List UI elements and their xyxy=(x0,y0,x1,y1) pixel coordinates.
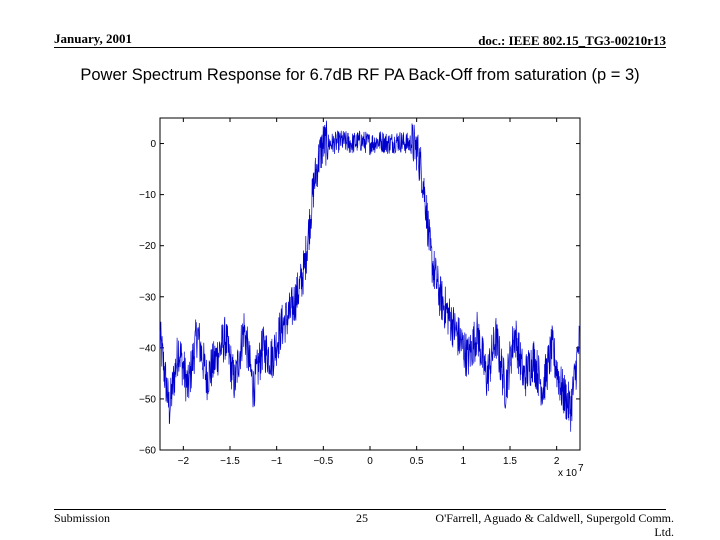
x-tick-label: 0.5 xyxy=(410,456,424,467)
x-tick-label: −2 xyxy=(178,456,190,467)
spectrum-chart: 0 −10 −20 −30 −40 −50 −60 −2 −1.5 −1 −0.5 0 0.5 1 1.5 2… xyxy=(120,104,590,484)
y-tick-label: −20 xyxy=(139,241,156,252)
x-multiplier-label: x 10 xyxy=(558,468,577,479)
spectrum-line xyxy=(159,120,581,432)
y-tick-label: −60 xyxy=(139,446,156,457)
x-tick-label: 2 xyxy=(554,456,560,467)
footer-page-number: 25 xyxy=(356,511,368,525)
y-tick-label: −40 xyxy=(139,343,156,354)
x-multiplier-exponent: 7 xyxy=(578,463,584,474)
header-date: January, 2001 xyxy=(54,31,133,46)
x-tick-label: −0.5 xyxy=(313,456,333,467)
header-rule xyxy=(54,47,666,48)
x-tick-label: −1.5 xyxy=(220,456,240,467)
slide-title: Power Spectrum Response for 6.7dB RF PA … xyxy=(80,66,640,84)
plot-frame xyxy=(159,117,581,451)
footer-authors: O'Farrell, Aguado & Caldwell, Supergold … xyxy=(435,511,674,539)
x-tick-label: 1 xyxy=(461,456,467,467)
y-tick-label: −30 xyxy=(139,292,156,303)
spectrum-chart-svg: 0 −10 −20 −30 −40 −50 −60 −2 −1.5 −1 −0.5 0 0.5 1 1.5 2… xyxy=(139,117,584,479)
x-tick-label: 0 xyxy=(367,456,373,467)
x-tick-label: 1.5 xyxy=(503,456,517,467)
y-tick-label: 0 xyxy=(150,139,156,150)
footer-rule xyxy=(54,509,666,510)
x-tick-label: −1 xyxy=(271,456,283,467)
footer-submission: Submission xyxy=(54,511,111,525)
y-tick-label: −10 xyxy=(139,190,156,201)
header-doc-id: doc.: IEEE 802.15_TG3-00210r13 xyxy=(478,33,666,48)
y-tick-label: −50 xyxy=(139,394,156,405)
